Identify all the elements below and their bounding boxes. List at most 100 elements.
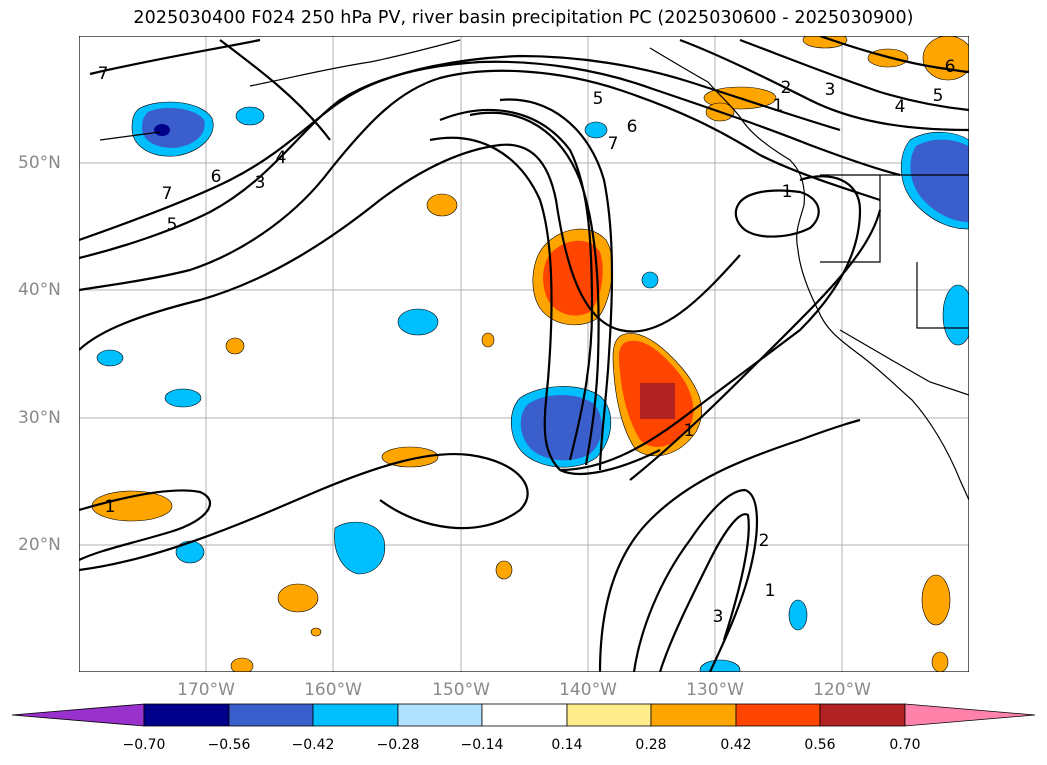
contour-label: 2: [781, 78, 792, 98]
precip-positive-max: [640, 383, 675, 419]
contour-label: 1: [765, 581, 776, 601]
colorbar-tick-label: 0.42: [720, 737, 752, 753]
lon-label: 120°W: [813, 680, 871, 700]
pv-contours: [79, 36, 969, 672]
precip-negative-blob: [164, 388, 202, 408]
colorbar-tick-label: −0.70: [122, 737, 166, 753]
colorbar-segment: [143, 703, 230, 727]
precip-negative-core: [520, 395, 602, 461]
pv-contour: [89, 38, 261, 76]
pv-contour: [439, 108, 594, 461]
pv-contour: [739, 38, 969, 112]
pv-contour: [499, 98, 614, 471]
precip-negative-blob: [584, 121, 608, 139]
precip-negative-max: [154, 124, 170, 136]
pv-contour: [79, 69, 881, 292]
colorbar-extend-high: [904, 703, 1036, 727]
pv-contour: [632, 488, 758, 672]
colorbar-segment: [735, 703, 821, 727]
colorbar-tick-label: −0.28: [376, 737, 420, 753]
colorbar-tick-label: −0.56: [207, 737, 251, 753]
lon-label: 170°W: [177, 680, 235, 700]
coastlines: [99, 39, 969, 501]
lon-label: 150°W: [432, 680, 490, 700]
pv-contour: [79, 143, 741, 351]
colorbar-segment: [312, 703, 399, 727]
pv-contour: [734, 189, 820, 238]
pv-contour: [79, 54, 841, 242]
precip-positive-blob: [310, 627, 322, 637]
colorbar-tick-label: −0.42: [291, 737, 335, 753]
precip-negative-blob: [397, 308, 439, 336]
precip-positive-blob: [921, 574, 951, 626]
lat-label: 30°N: [18, 408, 61, 428]
precip-negative-blob: [699, 659, 741, 672]
map-background: [79, 36, 969, 672]
contour-label: 7: [98, 64, 109, 84]
lon-label: 160°W: [304, 680, 362, 700]
precip-positive-core: [543, 240, 603, 316]
contour-label: 4: [276, 148, 287, 168]
pv-contour: [679, 38, 969, 132]
contour-labels: 7 7 6 5 4 3 5 6 7 2 1 3 4 5 6 1 1 2 1 3 …: [98, 57, 956, 627]
precip-negative-blob: [175, 540, 205, 564]
lat-label: 50°N: [18, 153, 61, 173]
contour-label: 5: [933, 86, 944, 106]
precip-negative-blob: [96, 349, 124, 367]
contour-label: 3: [713, 607, 724, 627]
precip-positive-blob: [225, 337, 245, 355]
lon-label: 140°W: [559, 680, 617, 700]
contour-label: 5: [167, 215, 178, 235]
pv-contour: [79, 60, 901, 260]
pv-contour: [629, 209, 882, 481]
precip-negative-blob: [641, 271, 659, 289]
precip-negative-blob: [235, 106, 265, 126]
precip-positive-blob: [230, 657, 254, 672]
pv-contour: [79, 452, 529, 572]
colorbar-segment: [566, 703, 652, 727]
contour-label: 1: [684, 421, 695, 441]
colorbar-segment: [819, 703, 906, 727]
precip-negative-blob: [942, 284, 969, 346]
colorbar-tick-label: 0.56: [804, 737, 836, 753]
contour-label: 5: [593, 89, 604, 109]
contour-label: 1: [782, 182, 793, 202]
precip-positive-blob: [426, 193, 458, 217]
contour-label: 4: [895, 97, 906, 117]
precip-positive-blob: [922, 36, 969, 81]
map-plot-area: 7 7 6 5 4 3 5 6 7 2 1 3 4 5 6 1 1 2 1 3 …: [79, 36, 969, 672]
colorbar: [11, 703, 1036, 727]
colorbar-segment: [397, 703, 483, 727]
colorbar-tick-label: 0.70: [889, 737, 921, 753]
contour-label: 6: [945, 57, 956, 77]
colorbar-segment: [481, 703, 568, 727]
contour-label: 3: [825, 80, 836, 100]
colorbar-extend-low: [11, 703, 145, 727]
contour-label: 7: [162, 184, 173, 204]
lon-label: 130°W: [686, 680, 744, 700]
contour-label: 6: [627, 117, 638, 137]
colorbar-tick-label: 0.28: [635, 737, 667, 753]
pv-contour: [219, 39, 331, 141]
pv-contour: [658, 513, 750, 672]
lat-label: 20°N: [18, 535, 61, 555]
colorbar-segment: [650, 703, 737, 727]
pv-contour: [469, 111, 600, 466]
pv-contour: [559, 175, 862, 472]
map-title: 2025030400 F024 250 hPa PV, river basin …: [133, 8, 914, 28]
contour-label: 1: [105, 497, 116, 517]
precip-shading: [91, 36, 969, 672]
precip-positive-blob: [277, 583, 319, 613]
contour-label: 3: [255, 173, 266, 193]
pv-contour: [429, 136, 661, 476]
precip-negative-blob: [334, 521, 386, 575]
lat-label: 40°N: [18, 280, 61, 300]
pv-contour: [598, 418, 861, 672]
pv-contour: [819, 36, 969, 74]
precip-positive-blob: [931, 651, 949, 672]
contour-label: 2: [759, 531, 770, 551]
colorbar-segment: [228, 703, 314, 727]
contour-label: 1: [773, 96, 784, 116]
precip-positive-blob: [495, 560, 513, 580]
precip-negative-blob: [788, 599, 808, 631]
